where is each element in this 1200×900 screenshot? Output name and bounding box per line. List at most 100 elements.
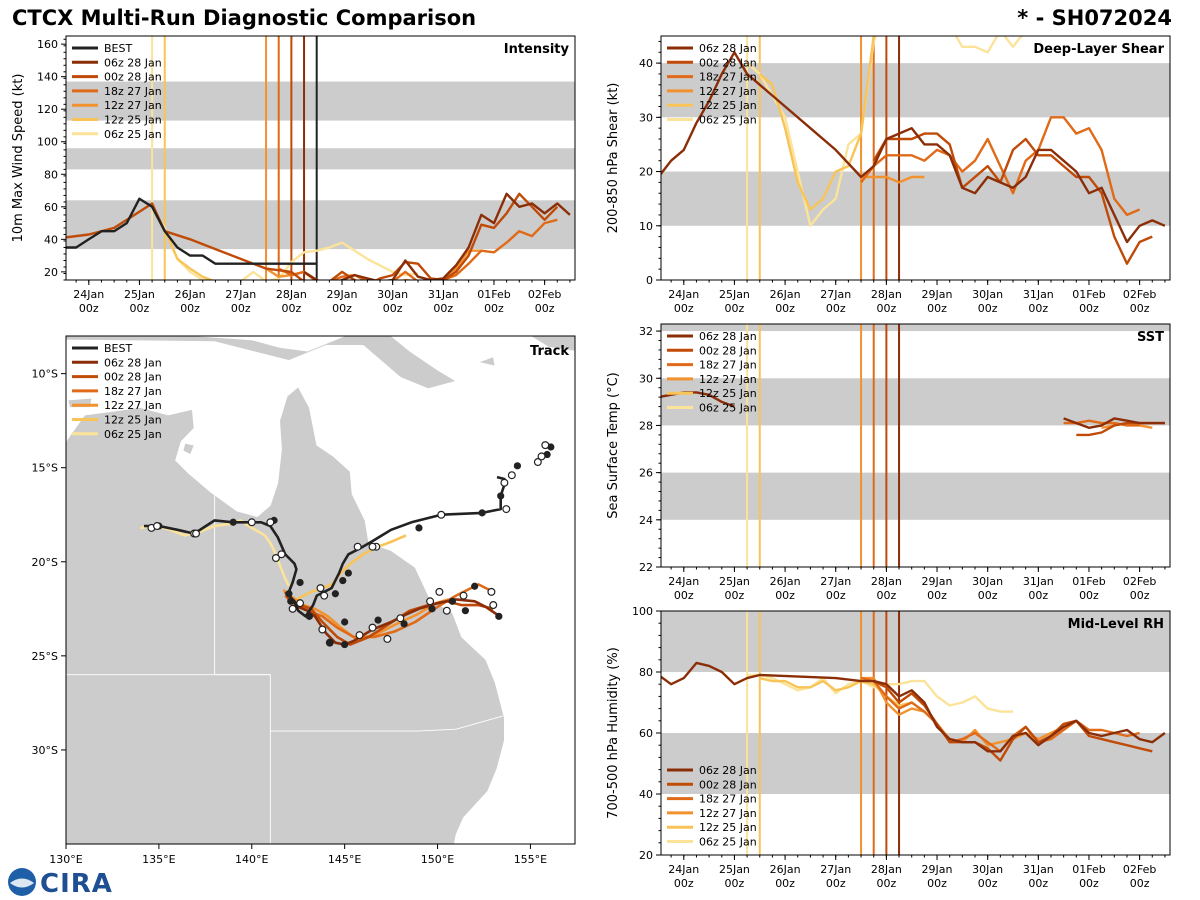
track-line-06z-25-jan <box>140 519 291 587</box>
x-tick-label-date: 25Jan <box>719 863 750 876</box>
y-tick-label: 20 <box>639 166 653 179</box>
legend-label-00z-28-jan: 00z 28 Jan <box>699 56 757 69</box>
track-open-marker-12z-25-jan <box>296 599 305 608</box>
x-tick-label-hour: 00z <box>332 302 352 315</box>
y-tick-label: 22 <box>639 561 653 574</box>
track-marker-06z-28-jan <box>341 618 349 626</box>
x-tick-label-date: 30Jan <box>972 575 1003 588</box>
band-0 <box>661 472 1170 520</box>
series-line-06z-25-jan <box>747 673 1013 713</box>
track-open-marker-18z-27-jan <box>489 601 498 610</box>
track-open-marker-best <box>541 441 550 450</box>
x-tick-label-date: 01Feb <box>1072 863 1105 876</box>
groote-island <box>182 442 195 456</box>
track-open-marker-12z-27-jan <box>396 614 405 623</box>
x-tick-label-hour: 00z <box>725 302 745 315</box>
legend-label-06z-28-jan: 06z 28 Jan <box>699 764 757 777</box>
y-tick-label: 100 <box>37 136 58 149</box>
y-tick-label: 24 <box>639 514 653 527</box>
x-tick-label-hour: 00z <box>927 589 947 602</box>
track-open-marker-18z-27-jan <box>459 591 468 600</box>
x-tick-label-date: 31Jan <box>428 288 459 301</box>
lon-label: 140°E <box>235 853 268 866</box>
x-tick-label-date: 02Feb <box>1123 288 1156 301</box>
x-tick-label-date: 24Jan <box>668 863 699 876</box>
track-open-marker-18z-27-jan <box>318 625 327 634</box>
band-1 <box>661 378 1170 426</box>
legend-label-18z-27-jan: 18z 27 Jan <box>699 71 757 84</box>
x-tick-label-hour: 00z <box>180 302 200 315</box>
legend-label-12z-27-jan: 12z 27 Jan <box>699 807 757 820</box>
lon-label: 155°E <box>514 853 547 866</box>
x-tick-label-hour: 00z <box>1079 302 1099 315</box>
y-tick-label: 140 <box>37 71 58 84</box>
track-open-marker-12z-27-jan <box>426 597 435 606</box>
legend-label-12z-25-jan: 12z 25 Jan <box>699 821 757 834</box>
chart-title: Intensity <box>504 42 570 57</box>
x-tick-label-date: 24Jan <box>73 288 104 301</box>
track-marker-best <box>344 569 352 577</box>
storm-id: * - SH072024 <box>1017 6 1172 30</box>
x-tick-label-hour: 00z <box>826 877 846 890</box>
new-guinea <box>66 336 458 390</box>
y-tick-label: 26 <box>639 467 653 480</box>
x-tick-label-hour: 00z <box>1028 877 1048 890</box>
series-line-00z-28-jan <box>872 132 1153 265</box>
x-tick-label-hour: 00z <box>674 589 694 602</box>
series-line-06z-28-jan <box>303 192 571 280</box>
x-tick-label-hour: 00z <box>775 589 795 602</box>
legend-label-06z-25-jan: 06z 25 Jan <box>104 128 162 141</box>
series-line-00z-28-jan <box>66 192 559 280</box>
legend-label-18z-27-jan: 18z 27 Jan <box>699 359 757 372</box>
band-1 <box>661 611 1170 672</box>
x-tick-label-hour: 00z <box>876 589 896 602</box>
track-marker-06z-28-jan <box>471 582 479 590</box>
y-tick-label: 100 <box>632 605 653 618</box>
series-line-06z-28-jan <box>661 51 1166 244</box>
y-tick-label: 160 <box>37 38 58 51</box>
page-title: CTCX Multi-Run Diagnostic Comparison <box>12 6 477 30</box>
track-marker-best <box>331 590 339 598</box>
legend-label-06z-25-jan: 06z 25 Jan <box>699 114 757 127</box>
x-tick-label-hour: 00z <box>130 302 150 315</box>
track-marker-best <box>305 612 313 620</box>
y-axis-label: 10m Max Wind Speed (kt) <box>11 74 26 243</box>
series-line-12z-27-jan <box>861 175 925 184</box>
track-marker-best <box>285 590 293 598</box>
series-line-12z-25-jan <box>759 36 875 211</box>
track-open-marker-18z-27-jan <box>487 587 496 596</box>
series-line-12z-25-jan <box>163 229 215 280</box>
legend-label-best: BEST <box>104 342 132 355</box>
rh-chart: 2040608010024Jan00z25Jan00z26Jan00z27Jan… <box>606 605 1171 890</box>
series-line-06z-28-jan <box>661 661 1166 753</box>
x-tick-label-hour: 00z <box>876 302 896 315</box>
map-frame <box>65 335 576 845</box>
legend-label-06z-25-jan: 06z 25 Jan <box>699 402 757 415</box>
plot-frame <box>660 323 1171 568</box>
x-tick-label-hour: 00z <box>978 877 998 890</box>
band-0 <box>66 200 575 250</box>
track-open-marker-best <box>507 471 516 480</box>
y-axis-label: 200-850 hPa Shear (kt) <box>606 83 621 234</box>
sst-chart: 22242628303224Jan00z25Jan00z26Jan00z27Ja… <box>606 323 1171 602</box>
track-open-marker-best <box>500 478 509 487</box>
x-tick-label-date: 31Jan <box>1023 288 1054 301</box>
legend-label-12z-25-jan: 12z 25 Jan <box>699 99 757 112</box>
track-marker-06z-28-jan <box>495 612 503 620</box>
track-open-marker-best <box>153 522 162 531</box>
legend-label-12z-27-jan: 12z 27 Jan <box>104 99 162 112</box>
x-tick-label-date: 30Jan <box>972 863 1003 876</box>
y-tick-label: 40 <box>639 57 653 70</box>
track-open-marker-18z-27-jan <box>355 631 364 640</box>
chart-title: Track <box>530 344 569 359</box>
y-tick-label: 60 <box>44 201 58 214</box>
x-tick-label-hour: 00z <box>1079 877 1099 890</box>
x-tick-label-hour: 00z <box>231 302 251 315</box>
track-open-marker-best <box>277 550 286 559</box>
legend-label-06z-28-jan: 06z 28 Jan <box>699 330 757 343</box>
legend-label-00z-28-jan: 00z 28 Jan <box>699 344 757 357</box>
legend-label-00z-28-jan: 00z 28 Jan <box>104 71 162 84</box>
